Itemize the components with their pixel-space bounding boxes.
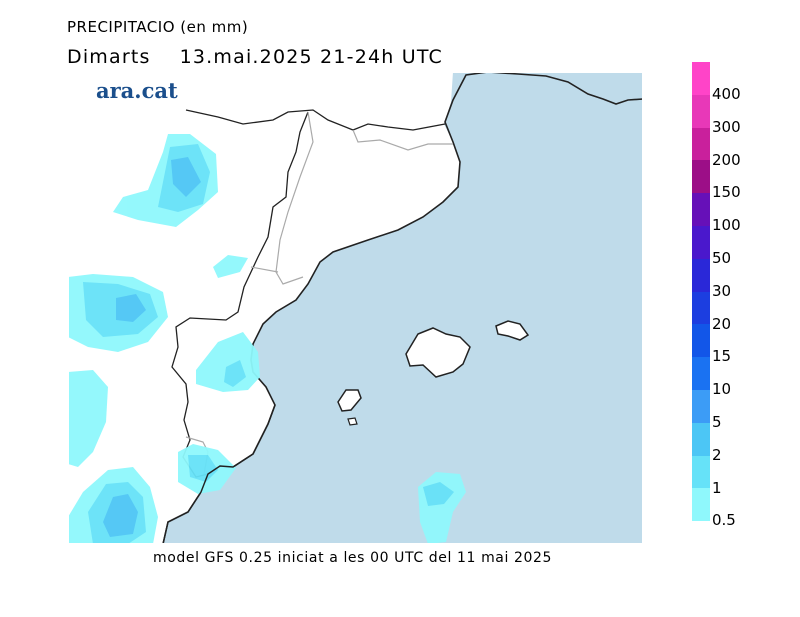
region-borders	[185, 111, 453, 475]
mallorca	[405, 327, 471, 378]
precip-area-southwest-core	[103, 494, 138, 537]
precip-area-coast-mid	[224, 360, 246, 387]
precipitation-map	[68, 72, 643, 544]
legend-label: 15	[712, 347, 732, 366]
legend-label: 5	[712, 413, 722, 431]
legend-label: 400	[712, 85, 741, 103]
precip-area-west-core	[116, 294, 146, 322]
precip-area-ebro-mid	[188, 455, 218, 482]
legend-swatch	[692, 422, 710, 456]
legend-swatch	[692, 160, 710, 194]
map-subtitle: Dimarts 13.mai.2025 21-24h UTC	[67, 46, 444, 68]
formentera	[347, 417, 358, 426]
coastline-overlay	[162, 404, 276, 544]
legend-swatch	[692, 390, 710, 423]
legend-swatch	[692, 455, 710, 489]
legend-swatch	[692, 226, 710, 259]
legend-label: 30	[712, 281, 732, 300]
legend-label: 0.5	[712, 511, 736, 530]
map-frame	[68, 72, 643, 544]
precip-area-west-lower	[68, 370, 108, 467]
legend-swatch	[692, 488, 710, 522]
ibiza	[337, 389, 362, 412]
legend-swatch	[692, 127, 710, 161]
ara-cat-logo: ara.cat	[96, 78, 178, 103]
legend-label: 100	[712, 216, 741, 235]
frontier-line	[185, 109, 446, 131]
precip-area-sea-mid	[423, 482, 454, 506]
western-border	[171, 111, 309, 478]
legend-swatch	[692, 193, 710, 227]
legend-swatch	[692, 357, 710, 391]
legend-swatch	[692, 291, 710, 325]
precip-area-small	[213, 255, 248, 278]
precip-blobs	[68, 134, 466, 544]
legend-label: 1	[712, 478, 722, 497]
precip-area-north-core	[171, 157, 201, 197]
legend-label: 2	[712, 445, 722, 464]
legend-label: 300	[712, 117, 741, 136]
legend-label: 200	[712, 150, 741, 169]
model-info: model GFS 0.25 iniciat a les 00 UTC del …	[153, 550, 553, 566]
legend-swatch	[692, 324, 710, 358]
legend-label: 10	[712, 380, 732, 399]
menorca	[495, 320, 530, 341]
legend-label: 50	[712, 249, 732, 267]
map-title: PRECIPITACIO (en mm)	[67, 18, 249, 36]
legend-label: 20	[712, 314, 732, 333]
legend-swatch	[692, 62, 710, 95]
legend-label: 150	[712, 183, 741, 202]
legend-swatch	[692, 258, 710, 292]
legend-swatch	[692, 94, 710, 128]
sea-area	[163, 72, 643, 544]
